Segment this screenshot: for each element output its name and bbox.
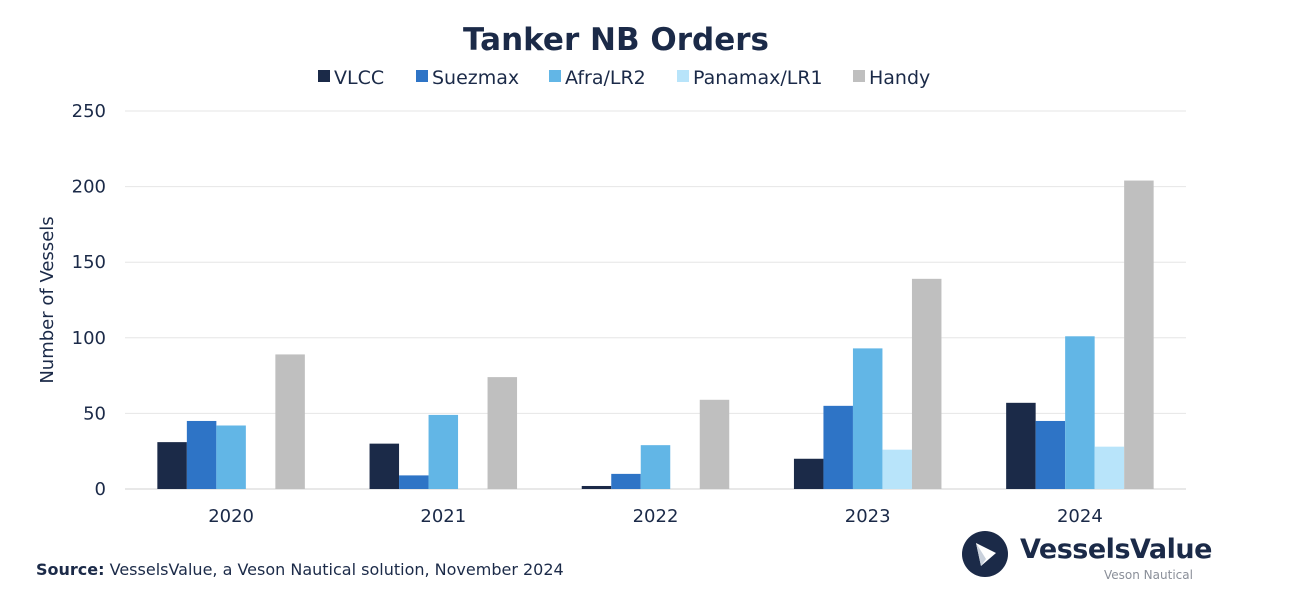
legend-swatch bbox=[677, 70, 689, 82]
legend-swatch bbox=[549, 70, 561, 82]
bar-handy-2020 bbox=[275, 354, 305, 489]
y-tick-label: 100 bbox=[72, 328, 106, 349]
bars bbox=[157, 180, 1154, 489]
x-axis-ticks: 2020 2021 2022 2023 2024 bbox=[208, 506, 1103, 527]
bar-afra-lr2-2024 bbox=[1065, 336, 1095, 489]
x-tick-label: 2023 bbox=[845, 506, 891, 527]
bar-afra-lr2-2022 bbox=[640, 445, 671, 489]
bar-afra-lr2-2020 bbox=[216, 425, 246, 489]
bar-vlcc-2020 bbox=[157, 442, 187, 489]
y-tick-label: 150 bbox=[72, 252, 106, 273]
chart-title: Tanker NB Orders bbox=[463, 22, 769, 58]
legend-label: Afra/LR2 bbox=[565, 67, 646, 89]
x-tick-label: 2020 bbox=[208, 506, 254, 527]
x-tick-label: 2021 bbox=[420, 506, 466, 527]
logo-subtitle: Veson Nautical bbox=[1104, 568, 1193, 582]
y-tick-label: 250 bbox=[72, 101, 106, 122]
source-label: Source: bbox=[36, 560, 105, 579]
legend-label: VLCC bbox=[334, 67, 384, 89]
legend-item-suezmax: Suezmax bbox=[416, 67, 519, 89]
bar-panamax-lr1-2024 bbox=[1094, 446, 1125, 489]
x-tick-label: 2024 bbox=[1057, 506, 1103, 527]
bar-suezmax-2023 bbox=[823, 405, 853, 489]
source-note: Source: VesselsValue, a Veson Nautical s… bbox=[36, 560, 564, 579]
legend-swatch bbox=[318, 70, 330, 82]
y-tick-label: 200 bbox=[72, 177, 106, 198]
y-tick-label: 50 bbox=[83, 403, 106, 424]
bar-panamax-lr1-2023 bbox=[882, 449, 912, 489]
logo-name: VesselsValue bbox=[1020, 534, 1212, 565]
bar-suezmax-2022 bbox=[611, 473, 641, 489]
chart-legend: VLCC Suezmax Afra/LR2 Panamax/LR1 Handy bbox=[318, 67, 930, 89]
bar-suezmax-2021 bbox=[399, 475, 429, 489]
bar-vlcc-2023 bbox=[793, 458, 824, 489]
vesselsvalue-logo: VesselsValue Veson Nautical bbox=[962, 530, 1212, 584]
legend-item-afra-lr2: Afra/LR2 bbox=[549, 67, 646, 89]
bar-handy-2022 bbox=[699, 399, 730, 489]
bar-suezmax-2024 bbox=[1035, 420, 1066, 489]
legend-label: Suezmax bbox=[432, 67, 519, 89]
bar-vlcc-2022 bbox=[581, 485, 612, 489]
bar-suezmax-2020 bbox=[186, 420, 217, 489]
legend-item-vlcc: VLCC bbox=[318, 67, 384, 89]
y-axis-ticks: 0 50 100 150 200 250 bbox=[72, 101, 106, 500]
bar-handy-2024 bbox=[1124, 180, 1154, 489]
logo-mark-icon bbox=[962, 531, 1008, 577]
x-tick-label: 2022 bbox=[633, 506, 679, 527]
legend-label: Panamax/LR1 bbox=[693, 67, 823, 89]
y-tick-label: 0 bbox=[95, 479, 106, 500]
legend-label: Handy bbox=[869, 67, 930, 89]
legend-item-panamax-lr1: Panamax/LR1 bbox=[677, 67, 823, 89]
bar-afra-lr2-2021 bbox=[428, 414, 459, 489]
bar-vlcc-2021 bbox=[369, 443, 400, 489]
source-text: VesselsValue, a Veson Nautical solution,… bbox=[109, 560, 564, 579]
legend-swatch bbox=[416, 70, 428, 82]
bar-vlcc-2024 bbox=[1006, 402, 1036, 489]
legend-swatch bbox=[853, 70, 865, 82]
y-axis-title: Number of Vessels bbox=[37, 216, 58, 383]
bar-afra-lr2-2023 bbox=[852, 348, 883, 489]
bar-handy-2021 bbox=[487, 377, 518, 489]
legend-item-handy: Handy bbox=[853, 67, 930, 89]
bar-handy-2023 bbox=[911, 278, 942, 489]
